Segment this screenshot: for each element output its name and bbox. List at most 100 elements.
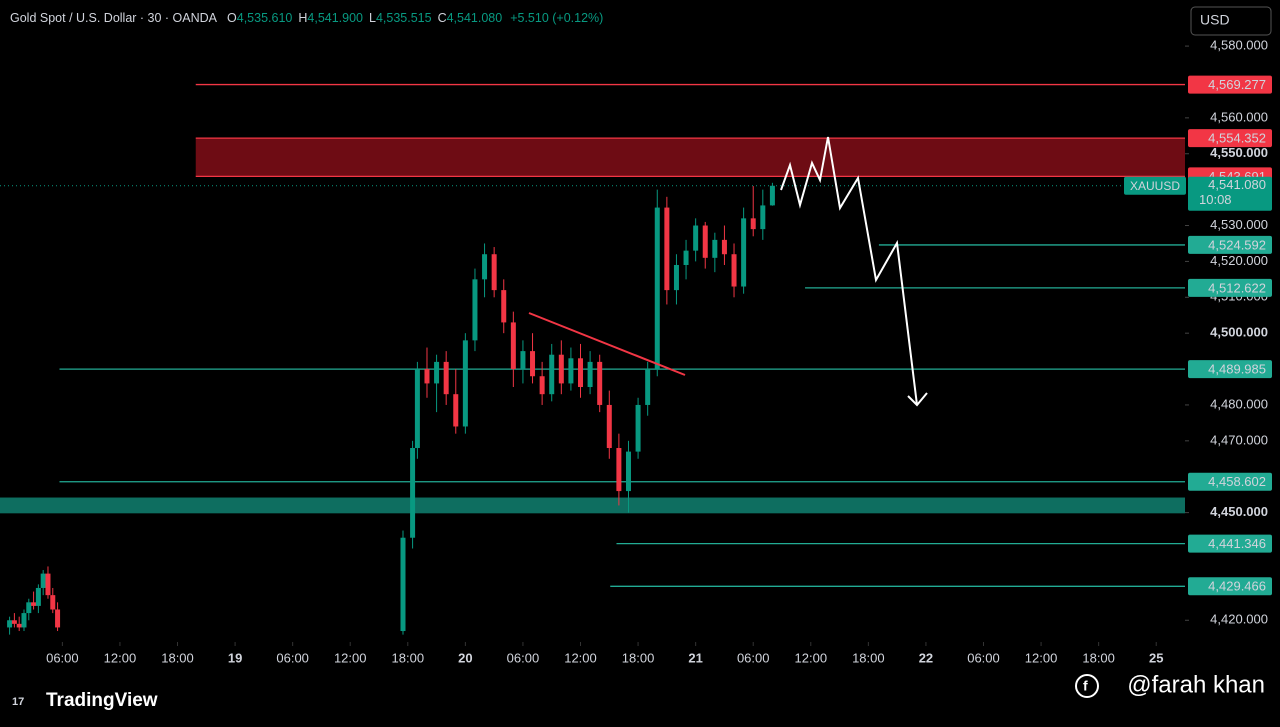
candle-body <box>491 254 497 291</box>
x-tick-label: 21 <box>688 650 702 665</box>
candle-body <box>482 254 488 280</box>
level-tag <box>1188 534 1272 553</box>
x-tick-label: 18:00 <box>392 650 425 665</box>
trendline <box>528 312 686 376</box>
x-tick-label: 06:00 <box>507 650 540 665</box>
facebook-icon <box>1075 674 1099 698</box>
candle-body <box>16 623 22 628</box>
candle-body <box>453 394 459 427</box>
candle-body <box>7 620 13 628</box>
y-tick-label: 4,560.000 <box>1210 109 1268 124</box>
y-tick-label: 4,500.000 <box>1210 325 1268 340</box>
plot <box>0 83 1185 635</box>
last-price-tag <box>1188 176 1272 211</box>
x-tick-label: 12:00 <box>1025 650 1058 665</box>
candle-body <box>760 205 766 230</box>
x-tick-label: 18:00 <box>1082 650 1115 665</box>
candle-body <box>712 239 718 258</box>
candle-body <box>462 340 468 427</box>
x-tick-label: 18:00 <box>161 650 194 665</box>
candle-body <box>501 290 507 323</box>
candle-body <box>424 369 430 384</box>
candle-body <box>472 279 478 341</box>
x-tick-label: 06:00 <box>967 650 1000 665</box>
candle-body <box>443 361 449 395</box>
candle-body <box>625 451 631 492</box>
candle-body <box>558 354 564 384</box>
countdown: 10:08 <box>1199 192 1232 207</box>
level-tag <box>1188 577 1272 596</box>
x-tick-label: 25 <box>1149 650 1163 665</box>
candle-body <box>31 602 37 606</box>
candle-body <box>731 254 737 287</box>
x-tick-label: 06:00 <box>46 650 79 665</box>
level-tag <box>1188 235 1272 254</box>
x-tick-label: 06:00 <box>737 650 770 665</box>
logo: 17 <box>12 696 24 708</box>
y-tick-label: 4,580.000 <box>1210 38 1268 53</box>
level-tag <box>1188 129 1272 148</box>
y-tick-label: 4,480.000 <box>1210 396 1268 411</box>
symbol-title: Gold Spot / U.S. Dollar · 30 · OANDA <box>10 11 218 25</box>
candle-body <box>606 404 612 449</box>
candle-body <box>741 218 747 287</box>
y-tick-label: 4,550.000 <box>1210 145 1268 160</box>
y-tick-label: 4,470.000 <box>1210 432 1268 447</box>
level-tag <box>1188 75 1272 94</box>
watermark: @farah khan <box>1127 671 1265 698</box>
currency-button[interactable] <box>1190 6 1272 36</box>
candle-body <box>673 264 679 291</box>
zone <box>195 138 1185 177</box>
level-tag <box>1188 360 1272 379</box>
candle-body <box>568 358 574 384</box>
x-tick-label: 12:00 <box>795 650 828 665</box>
header-value: 4,541.900 <box>307 11 363 25</box>
x-tick-label: 20 <box>458 650 472 665</box>
header-value: 4,541.080 <box>447 11 503 25</box>
y-tick-label: 4,520.000 <box>1210 253 1268 268</box>
y-tick-label: 4,450.000 <box>1210 504 1268 519</box>
candle-body <box>45 573 51 596</box>
candle-body <box>578 358 584 388</box>
candle-body <box>645 369 651 405</box>
candle-body <box>539 376 545 395</box>
symbol-tag <box>1124 176 1186 195</box>
header: Gold Spot / U.S. Dollar · 30 · OANDA O4,5… <box>10 11 603 25</box>
candle-body <box>616 448 622 492</box>
candle-body <box>50 595 56 610</box>
candle-body <box>434 361 440 384</box>
candle-body <box>410 448 416 538</box>
header-change: +5.510 (+0.12%) <box>510 11 603 25</box>
candle-body <box>510 322 516 370</box>
y-tick-label: 4,420.000 <box>1210 612 1268 627</box>
candle-body <box>693 225 699 251</box>
candle-body <box>587 361 593 388</box>
projection <box>780 136 918 406</box>
level-tag-label: 4,554.352 <box>1208 131 1266 146</box>
candle-body <box>26 602 32 614</box>
currency: USD <box>1200 12 1230 28</box>
symbol-tag-label: XAUUSD <box>1130 179 1180 193</box>
level-tag-label: 4,512.622 <box>1208 280 1266 295</box>
level-tag-label: 4,429.466 <box>1208 579 1266 594</box>
candle-body <box>11 620 17 624</box>
level-tag <box>1188 472 1272 491</box>
candle-body <box>414 369 420 449</box>
candle-body <box>654 207 660 370</box>
candle-body <box>683 250 689 265</box>
x-tick-label: 06:00 <box>276 650 309 665</box>
candle-body <box>549 354 555 395</box>
last-price-label: 4,541.080 <box>1208 177 1266 192</box>
candle-body <box>597 361 603 405</box>
level-tag-label: 4,489.985 <box>1208 362 1266 377</box>
candle-body <box>750 218 756 230</box>
price-axis: 4,580.000 4,560.000 4,550.000 4,530.000 4,52… <box>46 38 1272 665</box>
header-value: 4,535.515 <box>376 11 432 25</box>
brand: TradingView <box>46 690 158 711</box>
candle-body <box>721 239 727 255</box>
candle-body <box>520 351 526 370</box>
candle-body <box>635 404 641 452</box>
level-tag <box>1188 278 1272 297</box>
